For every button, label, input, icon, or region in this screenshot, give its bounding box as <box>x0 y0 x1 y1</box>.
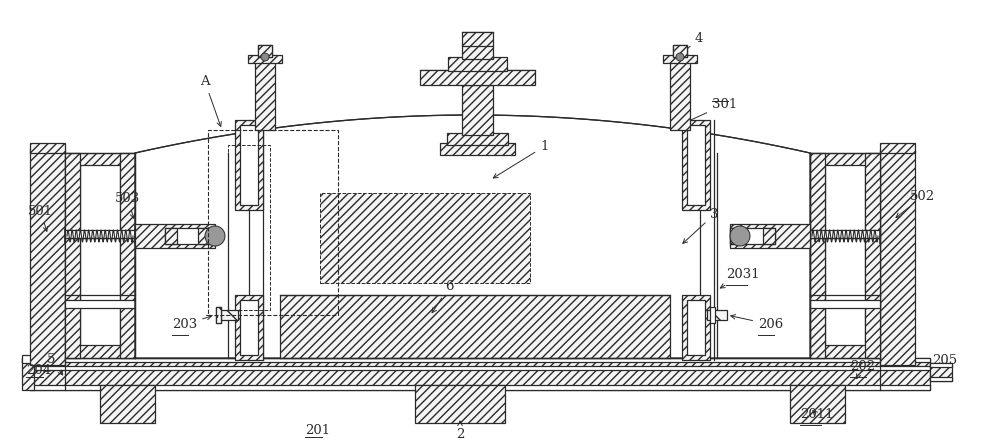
Bar <box>663 55 697 63</box>
Text: 205: 205 <box>932 354 957 366</box>
Text: 2011: 2011 <box>800 408 834 421</box>
Bar <box>865 153 880 358</box>
Bar <box>65 230 135 238</box>
Bar <box>763 228 775 244</box>
Bar <box>208 130 338 315</box>
Bar <box>682 120 710 210</box>
Bar <box>880 143 915 153</box>
Bar <box>30 358 930 390</box>
Bar <box>825 165 865 345</box>
Bar <box>30 358 930 362</box>
Text: 206: 206 <box>731 315 783 331</box>
Bar <box>415 385 505 423</box>
Bar <box>280 295 670 358</box>
Bar <box>216 307 221 323</box>
Bar <box>22 358 34 362</box>
Text: 1: 1 <box>493 140 548 178</box>
Bar <box>235 120 263 210</box>
Bar <box>420 70 535 85</box>
Bar <box>687 125 705 205</box>
Text: 203: 203 <box>172 315 211 331</box>
Bar <box>440 143 515 155</box>
Bar <box>687 300 705 355</box>
Bar <box>810 300 880 308</box>
Text: 503: 503 <box>115 192 140 218</box>
Bar <box>730 228 742 244</box>
Bar <box>930 377 952 381</box>
Bar <box>228 145 270 310</box>
Bar <box>930 363 952 381</box>
Bar <box>790 385 845 423</box>
Bar <box>235 295 263 360</box>
Text: 204: 204 <box>26 363 51 377</box>
Text: 501: 501 <box>28 205 53 231</box>
Bar <box>30 366 930 370</box>
Text: 2: 2 <box>456 421 464 441</box>
Bar <box>248 55 282 63</box>
Bar <box>810 153 825 358</box>
Bar <box>30 143 65 153</box>
Bar <box>810 230 880 238</box>
Bar <box>240 300 258 355</box>
Circle shape <box>261 53 269 61</box>
Bar <box>65 153 80 358</box>
Bar <box>670 60 690 130</box>
Bar <box>100 385 155 423</box>
Bar <box>65 300 135 308</box>
Circle shape <box>730 226 750 246</box>
Bar <box>880 150 915 365</box>
Text: 5: 5 <box>47 353 63 375</box>
Bar <box>730 228 775 244</box>
Bar <box>258 45 272 57</box>
Bar <box>135 224 215 248</box>
Bar <box>240 125 258 205</box>
Bar <box>258 45 272 57</box>
Text: 3: 3 <box>683 208 718 244</box>
Circle shape <box>676 53 684 61</box>
Bar <box>80 165 120 345</box>
Bar <box>810 153 880 358</box>
Bar <box>448 57 507 71</box>
Text: 202: 202 <box>850 360 875 379</box>
Bar <box>120 153 135 358</box>
Bar <box>707 310 727 320</box>
Bar <box>730 224 810 248</box>
Bar <box>682 295 710 360</box>
Bar <box>462 45 493 59</box>
Text: 201: 201 <box>305 423 330 437</box>
Bar <box>930 363 952 367</box>
Circle shape <box>205 226 225 246</box>
Text: 6: 6 <box>432 280 454 313</box>
Text: 502: 502 <box>896 190 935 217</box>
Bar <box>198 228 210 244</box>
Bar <box>65 153 135 358</box>
Bar <box>216 307 221 323</box>
Bar <box>218 310 238 320</box>
Bar <box>462 85 493 135</box>
Bar <box>710 307 715 323</box>
Text: A: A <box>200 75 221 126</box>
Bar <box>30 385 930 390</box>
Bar <box>673 45 687 57</box>
Bar <box>30 150 65 365</box>
Text: 4: 4 <box>675 32 703 60</box>
Bar <box>673 45 687 57</box>
Bar <box>320 193 530 283</box>
Bar <box>22 355 32 363</box>
Polygon shape <box>135 115 810 358</box>
Bar <box>165 228 177 244</box>
Bar <box>22 358 34 390</box>
Bar <box>462 32 493 46</box>
Bar <box>255 60 275 130</box>
Text: 2031: 2031 <box>720 268 760 288</box>
Text: 301: 301 <box>684 98 737 124</box>
Bar <box>165 228 210 244</box>
Bar <box>447 133 508 145</box>
